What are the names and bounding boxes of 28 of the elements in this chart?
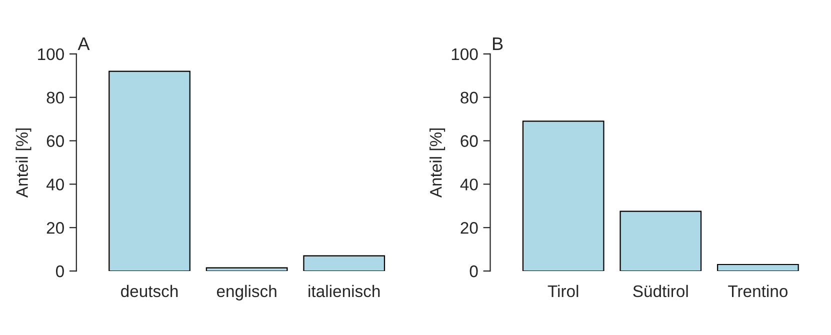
y-tick-label: 0 [56,265,64,278]
y-tick-label: 100 [452,48,478,60]
chart-title: B [493,38,503,50]
bar [206,267,288,272]
y-tick-label: 40 [460,178,478,190]
y-tick-label: 0 [470,265,478,278]
y-tick-label: 80 [460,92,478,104]
chart-title: A [78,38,90,50]
bar [108,70,190,272]
x-tick-label: italienisch [308,284,380,298]
x-tick-label: englisch [216,284,276,300]
y-tick-label: 40 [46,178,64,190]
x-tick-label: Trentino [728,284,788,298]
y-axis-title: Anteil [%] [16,128,32,198]
bar [303,255,386,272]
bar [620,210,702,272]
y-tick-label: 80 [46,92,64,104]
y-tick-label: 60 [46,135,64,147]
y-tick-label: 20 [46,222,64,234]
bar [522,120,604,272]
y-tick-label: 20 [460,222,478,234]
x-tick-label: deutsch [121,284,178,298]
x-tick-label: Südtirol [633,284,688,298]
y-axis-title: Anteil [%] [430,128,446,198]
bar [717,264,799,272]
x-tick-label: Tirol [548,284,578,298]
y-tick-label: 100 [38,48,64,60]
y-tick-label: 60 [460,135,478,147]
